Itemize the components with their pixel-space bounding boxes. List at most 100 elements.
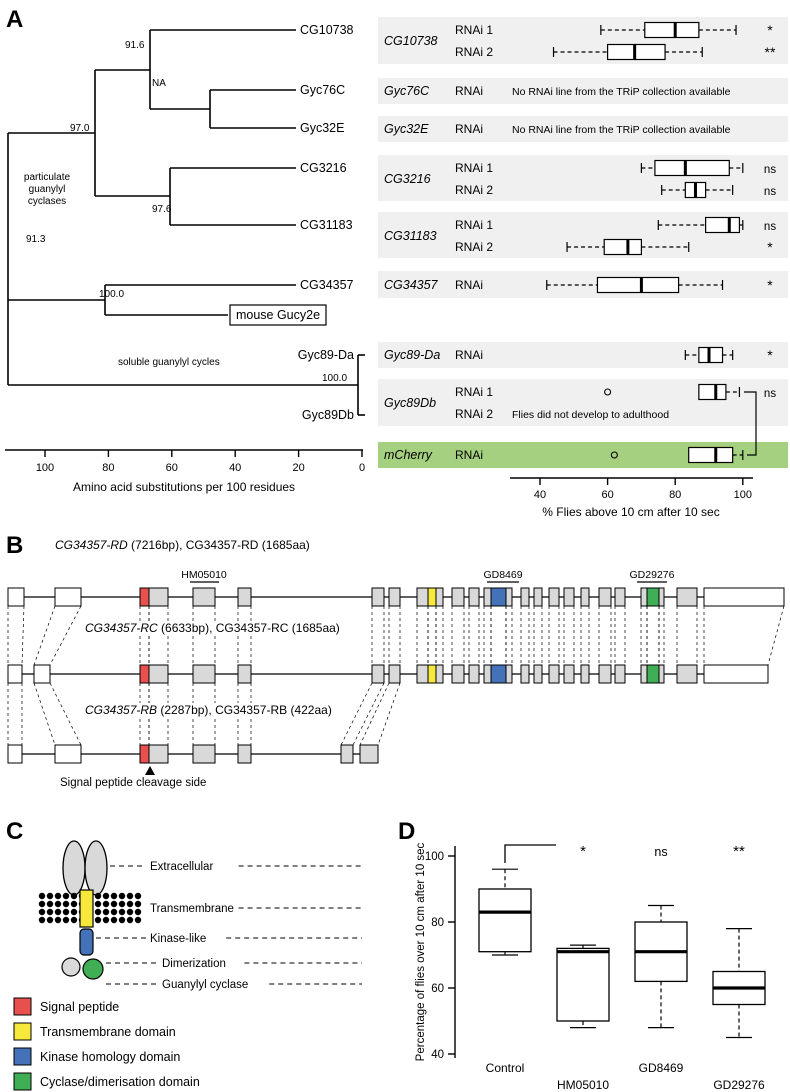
exon-cds (237, 744, 252, 764)
rnai-line-label: GD8469 (483, 569, 522, 581)
x-tick-label: Control (486, 1061, 525, 1075)
bootstrap-value: NA (152, 78, 166, 89)
rnai-row-label: RNAi 2 (455, 407, 493, 421)
exon-cds (388, 664, 401, 684)
exon-cds (468, 664, 480, 684)
cyclase-domain (82, 958, 104, 980)
taxon-label: CG34357 (300, 278, 354, 292)
exon-cds (451, 664, 465, 684)
exon-cds (598, 587, 612, 607)
exon-utr (7, 744, 23, 764)
taxon-label: mouse Gucy2e (236, 308, 320, 322)
bootstrap-value: 97.6 (152, 204, 172, 215)
significance-label: * (767, 277, 773, 293)
boxplot-box (644, 21, 700, 39)
legend-swatch (13, 1072, 32, 1091)
region-label: Extracellular (150, 861, 213, 873)
outlier-point (604, 388, 612, 396)
axis-label: Amino acid substitutions per 100 residue… (73, 480, 295, 494)
significance-label: ns (764, 164, 776, 176)
exon-cds (148, 587, 169, 607)
exon-cds (563, 664, 575, 684)
exon-cds (548, 664, 560, 684)
boxplot-box (596, 276, 680, 294)
legend-label: Signal peptide (40, 1000, 119, 1014)
rnai-row-label: RNAi (455, 84, 483, 98)
comparison-bracket (744, 391, 757, 456)
axis-tick-label: 0 (359, 462, 365, 474)
significance-label: * (767, 22, 773, 38)
rnai-row-label: RNAi 2 (455, 240, 493, 254)
legend-swatch (13, 997, 32, 1016)
legend-swatch (13, 1022, 32, 1041)
exon-cds (388, 587, 401, 607)
region-label: Guanylyl cyclase (162, 979, 248, 991)
exon-cds (580, 664, 590, 684)
transcript-title: CG34357-RB (2287bp), CG34357-RB (422aa) (85, 703, 332, 717)
rnai-line-label: HM05010 (181, 569, 227, 581)
exon-cds (676, 587, 698, 607)
title-backdrop (82, 621, 326, 635)
exon-utr (33, 664, 51, 684)
exon-utr (54, 587, 82, 607)
exon-cds (533, 587, 543, 607)
outlier-point (610, 451, 618, 459)
panel-label-d: D (398, 818, 416, 845)
significance-label: ns (764, 221, 776, 233)
exon-signal (139, 587, 150, 607)
boxplot-box (556, 947, 610, 1022)
dimerization-domain (61, 957, 81, 977)
significance-label: ns (764, 388, 776, 400)
exon-cds (416, 587, 429, 607)
assay-group-background (378, 116, 788, 142)
phylogenetic-tree: CG10738 Gyc76C Gyc32E CG3216 CG31183 CG34357 m… (5, 23, 365, 494)
axis-tick-label: 100 (36, 462, 54, 474)
rnai-row-label: RNAi 1 (455, 161, 493, 175)
x-tick-label: GD8469 (639, 1061, 684, 1075)
transcript-title: CG34357-RC (6633bp), CG34357-RC (1685aa) (85, 621, 340, 635)
gene-label: Gyc89Db (384, 396, 436, 410)
gene-label: mCherry (384, 448, 433, 462)
rnai-row-label: RNAi (455, 278, 483, 292)
exon-utr (703, 587, 785, 607)
significance-label: * (580, 843, 586, 860)
exon-cds (505, 587, 513, 607)
taxon-box (229, 304, 327, 326)
clade-label: particulate (24, 172, 71, 183)
exon-cds (614, 587, 626, 607)
exon-cds (520, 664, 530, 684)
title-backdrop (82, 703, 321, 717)
rnai-row-label: RNAi (455, 448, 483, 462)
receptor-schematic: Extracellular Transmembrane Kinase-like Dim… (13, 840, 362, 1091)
exon-cds (192, 664, 216, 684)
exon-utr (7, 664, 23, 684)
bootstrap-value: 91.3 (26, 234, 46, 245)
gene-label: Gyc89-Da (384, 348, 440, 362)
exon-signal (139, 744, 150, 764)
boxplot-box (698, 346, 724, 364)
taxon-label: Gyc76C (300, 83, 345, 97)
assay-group-background (378, 78, 788, 104)
exon-cyclase (646, 664, 660, 684)
rnai-line-label: GD29276 (630, 569, 675, 581)
axis-tick-label: 40 (229, 462, 241, 474)
extracellular-domain (84, 840, 108, 896)
boxplot-box (603, 238, 642, 256)
exon-cds (614, 664, 626, 684)
legend-swatch (13, 1047, 32, 1066)
gene-label: CG34357 (384, 278, 439, 292)
transcript-title: CG34357-RD (7216bp), CG34357-RD (1685aa) (55, 538, 310, 552)
gene-label: CG3216 (384, 172, 431, 186)
exon-cds (192, 744, 216, 764)
axis-tick-label: 60 (601, 489, 613, 501)
significance-label: ns (654, 845, 667, 859)
axis-tick-label: 40 (431, 1049, 444, 1061)
exon-cds (563, 587, 575, 607)
legend-label: Transmembrane domain (40, 1025, 176, 1039)
exon-cds (148, 744, 169, 764)
rnai-row-label: RNAi 1 (455, 23, 493, 37)
rnai-row-label: RNAi (455, 122, 483, 136)
